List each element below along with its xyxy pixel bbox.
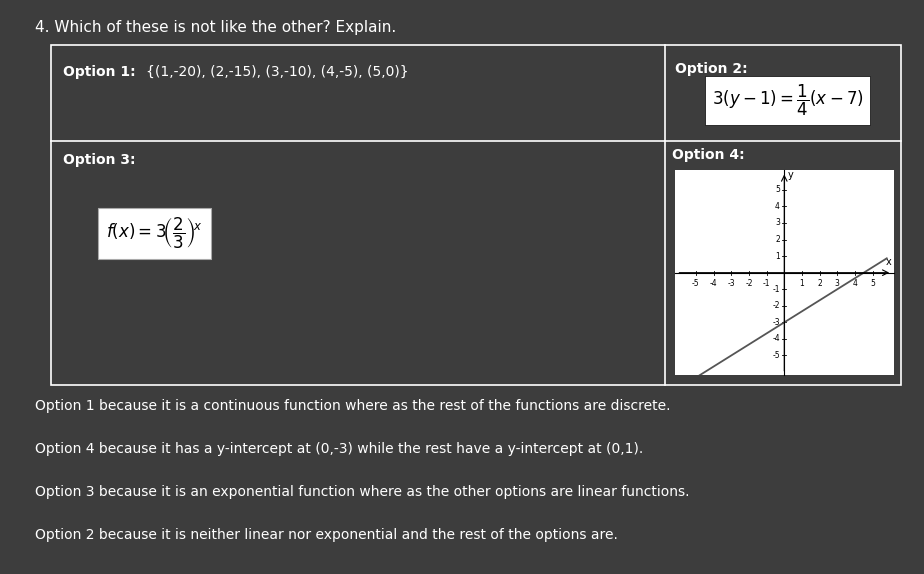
Text: 5: 5 — [870, 280, 875, 288]
Text: Option 3 because it is an exponential function where as the other options are li: Option 3 because it is an exponential fu… — [35, 485, 689, 499]
Text: 4: 4 — [853, 280, 857, 288]
Text: -2: -2 — [772, 301, 780, 311]
Text: -1: -1 — [763, 280, 771, 288]
Text: -3: -3 — [772, 318, 780, 327]
Text: 3: 3 — [775, 219, 780, 227]
Text: 2: 2 — [817, 280, 822, 288]
Text: Option 3:: Option 3: — [63, 153, 136, 167]
Text: Option 2 because it is neither linear nor exponential and the rest of the option: Option 2 because it is neither linear no… — [35, 528, 618, 542]
Text: Option 2:: Option 2: — [675, 62, 748, 76]
Text: $3(y-1)=\dfrac{1}{4}(x-7)$: $3(y-1)=\dfrac{1}{4}(x-7)$ — [711, 83, 864, 118]
Text: 5: 5 — [775, 185, 780, 195]
Text: -1: -1 — [772, 285, 780, 294]
Text: Option 1 because it is a continuous function where as the rest of the functions : Option 1 because it is a continuous func… — [35, 399, 671, 413]
Text: -5: -5 — [692, 280, 699, 288]
Text: 3: 3 — [835, 280, 840, 288]
Text: Option 1:: Option 1: — [63, 65, 140, 79]
Text: 1: 1 — [775, 251, 780, 261]
Text: -4: -4 — [772, 335, 780, 343]
Text: y: y — [788, 170, 794, 180]
Text: x: x — [886, 257, 892, 267]
Text: 4. Which of these is not like the other? Explain.: 4. Which of these is not like the other?… — [35, 20, 396, 35]
Text: -3: -3 — [727, 280, 736, 288]
Text: Option 4 because it has a y-intercept at (0,-3) while the rest have a y-intercep: Option 4 because it has a y-intercept at… — [35, 442, 643, 456]
Text: -4: -4 — [710, 280, 717, 288]
Text: 2: 2 — [775, 235, 780, 244]
Text: 1: 1 — [799, 280, 804, 288]
Text: -2: -2 — [745, 280, 753, 288]
Text: $f(x)=3\!\left(\dfrac{2}{3}\right)^{\!x}$: $f(x)=3\!\left(\dfrac{2}{3}\right)^{\!x}… — [106, 216, 202, 251]
Text: -5: -5 — [772, 351, 780, 360]
Text: {(1,-20), (2,-15), (3,-10), (4,-5), (5,0)}: {(1,-20), (2,-15), (3,-10), (4,-5), (5,0… — [146, 65, 408, 79]
Text: Option 4:: Option 4: — [673, 148, 745, 162]
Text: 4: 4 — [775, 202, 780, 211]
